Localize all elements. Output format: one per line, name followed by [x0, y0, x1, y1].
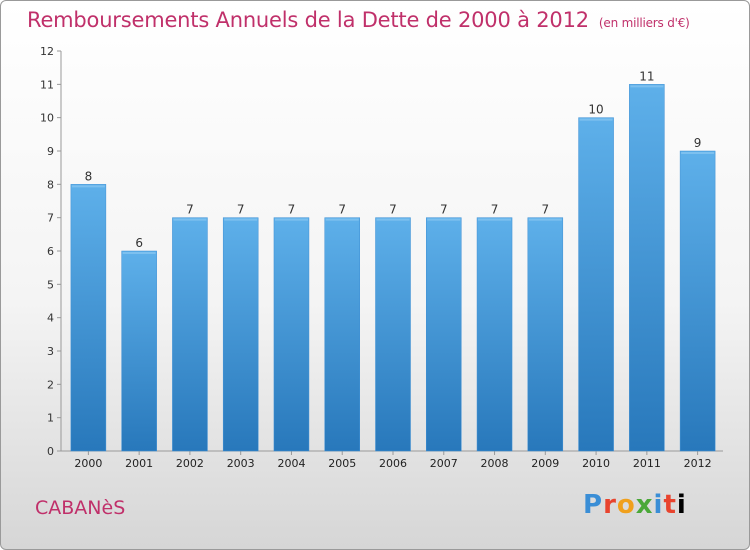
bar [273, 217, 310, 452]
bar-highlight [630, 85, 664, 88]
data-label: 7 [491, 203, 499, 217]
bar [375, 217, 411, 452]
data-label: 7 [237, 203, 245, 217]
x-tick-label: 2005 [328, 457, 356, 470]
logo-letter: i [676, 490, 687, 520]
bar-highlight [173, 218, 207, 221]
data-label: 7 [541, 203, 549, 217]
x-tick-label: 2012 [684, 457, 712, 470]
data-label: 7 [288, 203, 296, 217]
y-tick-label: 8 [47, 178, 54, 191]
bar-highlight [478, 218, 512, 221]
logo-letter: x [635, 490, 654, 520]
y-tick-label: 2 [47, 378, 54, 391]
logo-letter: o [616, 490, 636, 520]
x-tick-label: 2004 [277, 457, 305, 470]
bar-highlight [325, 218, 359, 221]
data-label: 11 [639, 69, 654, 83]
commune-name: CABANèS [35, 497, 126, 519]
y-tick-label: 5 [47, 278, 54, 291]
data-label: 7 [186, 203, 194, 217]
chart-title: Remboursements Annuels de la Dette de 20… [27, 8, 690, 32]
bar-highlight [122, 252, 156, 254]
x-tick-label: 2000 [74, 457, 102, 470]
y-tick-label: 7 [47, 212, 54, 225]
bar [629, 84, 665, 452]
bar [121, 250, 157, 452]
x-tick-label: 2010 [582, 457, 610, 470]
logo-letter: P [583, 490, 604, 520]
y-tick-label: 6 [47, 245, 54, 258]
y-tick-label: 9 [47, 145, 54, 158]
labels: 8 2000 6 2001 7 2002 7 2003 7 2004 7 2005 7 2006 7 2007… [74, 69, 711, 470]
bar [222, 217, 259, 452]
bar-highlight [528, 218, 562, 221]
x-tick-label: 2009 [531, 457, 559, 470]
bar-highlight [274, 218, 308, 221]
data-label: 7 [338, 203, 346, 217]
logo-letter: i [653, 490, 664, 520]
data-label: 8 [85, 169, 93, 183]
data-label: 7 [440, 203, 448, 217]
data-label: 6 [135, 236, 143, 250]
bar-highlight [681, 152, 715, 154]
x-tick-label: 2002 [176, 457, 204, 470]
bar [527, 217, 564, 452]
bar-highlight [579, 118, 613, 121]
bar [70, 184, 107, 452]
x-tick-label: 2007 [430, 457, 458, 470]
logo-letter: r [603, 490, 617, 520]
bar [172, 217, 208, 452]
bar [578, 117, 614, 452]
y-tick-label: 11 [40, 78, 54, 91]
bar-highlight [427, 218, 461, 221]
proxiti-logo: Proxiti [583, 490, 687, 520]
y-tick-label: 12 [40, 45, 54, 58]
y-tick-label: 3 [47, 345, 54, 358]
x-tick-label: 2008 [481, 457, 509, 470]
y-tick-label: 0 [47, 445, 54, 458]
bar [476, 217, 513, 452]
y-tick-label: 1 [47, 412, 54, 425]
bar [679, 150, 716, 452]
y-tick-label: 10 [40, 112, 54, 125]
bar-highlight [376, 218, 410, 221]
bars [70, 84, 716, 452]
bar-highlight [224, 218, 258, 221]
bar [324, 217, 360, 452]
data-label: 7 [389, 203, 397, 217]
bar [426, 217, 462, 452]
unit-note: (en milliers d'€) [598, 16, 690, 30]
data-label: 10 [588, 103, 603, 117]
x-tick-label: 2006 [379, 457, 407, 470]
y-tick-label: 4 [47, 312, 54, 325]
x-tick-label: 2011 [633, 457, 661, 470]
bar-highlight [71, 185, 105, 188]
logo-letter: t [663, 490, 677, 520]
x-tick-label: 2003 [227, 457, 255, 470]
data-label: 9 [694, 136, 702, 150]
x-tick-label: 2001 [125, 457, 153, 470]
chart-title-text: Remboursements Annuels de la Dette de 20… [27, 8, 589, 32]
